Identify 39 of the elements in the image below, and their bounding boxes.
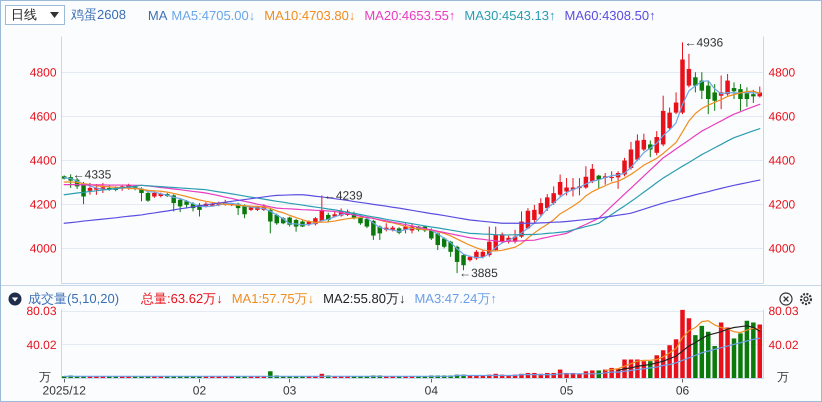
text: 总量:63.62万↓ bbox=[141, 290, 223, 308]
text: ←4936 bbox=[684, 35, 724, 50]
y2-tick-label: 80.03 bbox=[768, 304, 799, 318]
y-tick-label: 4800 bbox=[30, 66, 57, 80]
y-tick-label: 4200 bbox=[30, 197, 57, 212]
y-axis-title: 万 bbox=[39, 369, 51, 386]
x-tick-label: 2025/12 bbox=[42, 384, 86, 398]
y-tick-label: 4000 bbox=[30, 241, 57, 256]
y2-tick-label: 4600 bbox=[768, 110, 796, 124]
x-tick-label: 04 bbox=[424, 384, 438, 398]
text: MA5:4705.00↓ bbox=[171, 8, 256, 22]
text: 日线 bbox=[11, 6, 37, 24]
y2-tick-label: 4000 bbox=[768, 241, 796, 256]
x-tick-label: 02 bbox=[192, 384, 206, 398]
chart-title: 成交量(5,10,20) bbox=[28, 290, 120, 306]
text: MA30:4543.13↑ bbox=[464, 8, 556, 22]
x-tick-label: 06 bbox=[676, 384, 690, 398]
text: MA20:4653.55↑ bbox=[364, 8, 456, 22]
text: MA3:47.24万↑ bbox=[414, 290, 497, 308]
x-tick-label: 05 bbox=[560, 384, 574, 398]
text: MA2:55.80万↓ bbox=[323, 290, 406, 308]
legend-title: MA bbox=[148, 8, 168, 22]
x-tick-label: 03 bbox=[282, 384, 297, 398]
y-tick-label: 4400 bbox=[30, 154, 57, 168]
text: ←4335 bbox=[72, 167, 112, 182]
text: ←3885 bbox=[459, 266, 498, 280]
y-tick-label: 80.03 bbox=[26, 304, 57, 318]
text: MA60:4308.50↑ bbox=[564, 8, 656, 22]
text: MA10:4703.80↓ bbox=[264, 8, 356, 22]
text: ←4239 bbox=[324, 188, 363, 202]
y2-tick-label: 4800 bbox=[768, 66, 796, 80]
y-tick-label: 40.02 bbox=[26, 338, 57, 352]
y2-tick-label: 4200 bbox=[768, 197, 796, 212]
y2-tick-label: 40.02 bbox=[768, 338, 799, 352]
chart-title: 鸡蛋2608 bbox=[71, 6, 126, 24]
text: MA1:57.75万↓ bbox=[232, 290, 314, 308]
text: 万 bbox=[777, 370, 789, 384]
y-tick-label: 4600 bbox=[30, 110, 57, 124]
y2-tick-label: 4400 bbox=[768, 154, 796, 168]
